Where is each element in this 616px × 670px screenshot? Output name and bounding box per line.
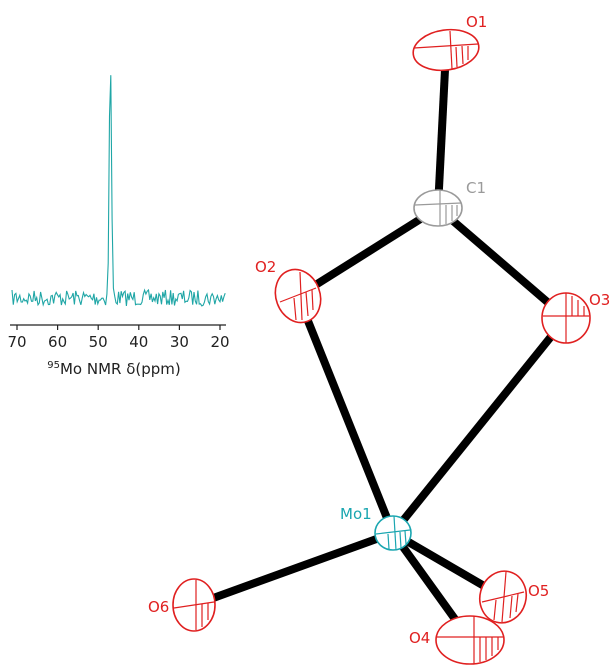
atom-mo1	[374, 515, 412, 551]
bond-o3-mo1	[389, 315, 570, 536]
atom-o4	[435, 615, 505, 665]
atom-c1	[413, 189, 463, 227]
nmr-tick-label-3: 40	[129, 333, 148, 351]
bond-c1-o3	[435, 204, 569, 322]
nmr-axis-title-superscript: 95	[47, 360, 60, 371]
atom-label-o5: O5	[528, 582, 549, 600]
atom-label-o3: O3	[589, 291, 610, 309]
crystal-structure: O1 C1 O2 O3 Mo1 O4 O5 O6	[148, 13, 610, 665]
atom-o6	[172, 578, 216, 632]
nmr-tick-label-0: 70	[7, 333, 26, 351]
atom-o1	[412, 28, 480, 72]
bond-o1-c1	[434, 49, 450, 209]
nmr-axis-ticks: 70 60 50 40 30 20	[7, 325, 230, 351]
bond-o2-mo1	[294, 294, 397, 535]
atom-label-o2: O2	[255, 258, 276, 276]
nmr-tick-label-5: 20	[210, 333, 229, 351]
atom-o5	[478, 570, 528, 624]
atom-o3	[541, 292, 591, 344]
atom-label-c1: C1	[466, 179, 486, 197]
nmr-axis-title: 95Mo NMR δ(ppm)	[47, 360, 181, 378]
atom-label-o4: O4	[409, 629, 430, 647]
nmr-tick-label-4: 30	[170, 333, 189, 351]
bond-c1-o2	[295, 204, 441, 300]
nmr-trace-line	[11, 75, 226, 307]
nmr-tick-label-1: 60	[48, 333, 67, 351]
atom-o2	[274, 268, 322, 324]
atom-label-mo1: Mo1	[340, 505, 372, 523]
nmr-axis-title-text: Mo NMR δ(ppm)	[60, 360, 181, 378]
nmr-tick-label-2: 50	[89, 333, 108, 351]
bond-group	[192, 49, 570, 643]
atom-label-o1: O1	[466, 13, 487, 31]
nmr-spectrum: 70 60 50 40 30 20 95Mo NMR δ(ppm)	[7, 75, 230, 378]
atom-label-o6: O6	[148, 598, 169, 616]
bond-mo1-o6	[192, 529, 395, 609]
